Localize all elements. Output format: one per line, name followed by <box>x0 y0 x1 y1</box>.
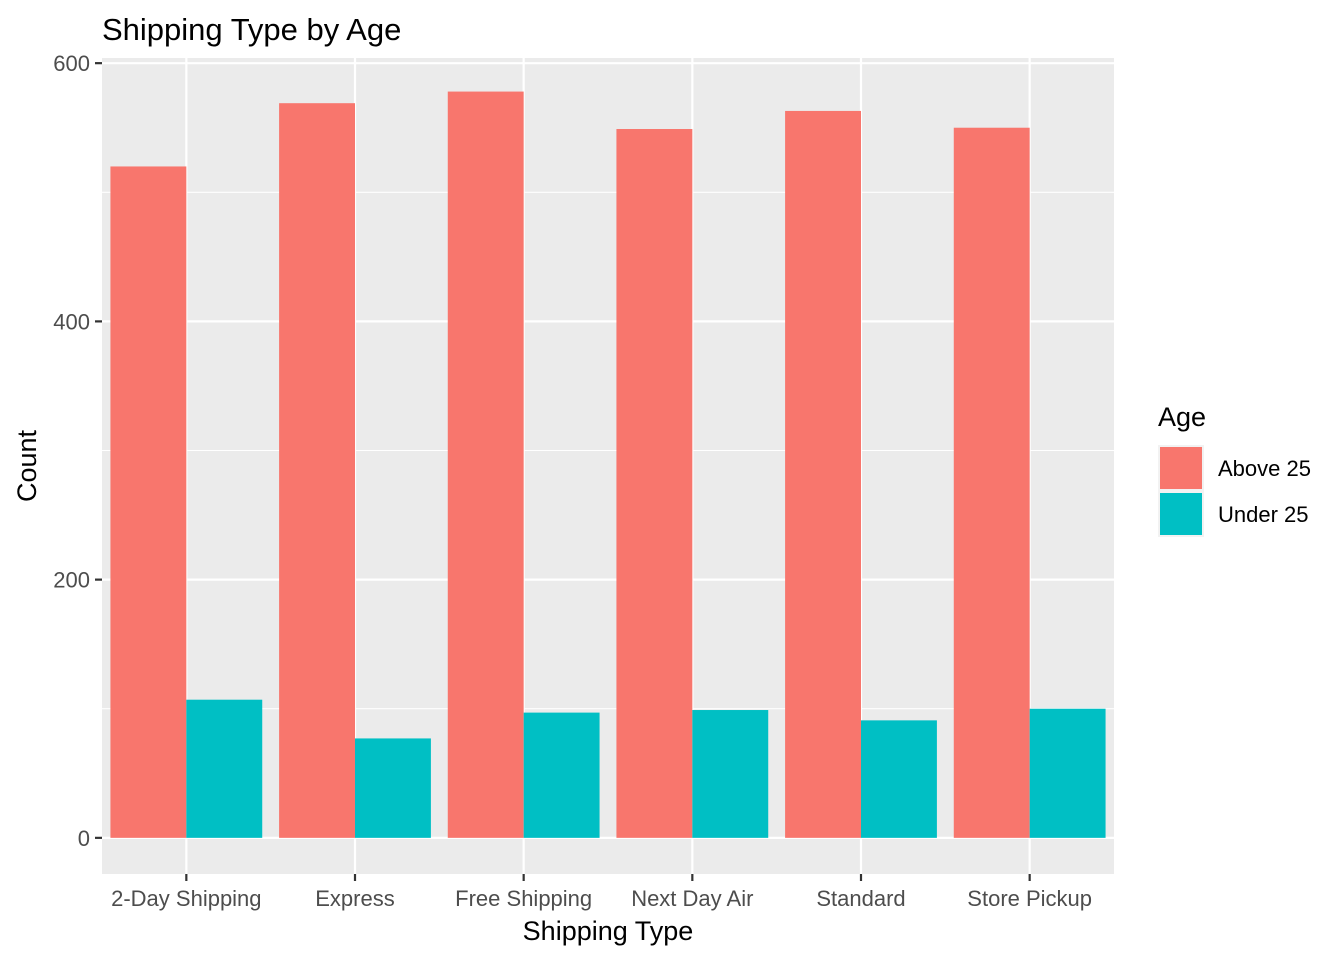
plot-panel <box>102 58 1114 874</box>
x-tick-label: 2-Day Shipping <box>111 886 261 911</box>
bar <box>1029 708 1106 838</box>
bar <box>447 91 524 838</box>
bar <box>523 712 600 838</box>
y-tick-label: 400 <box>53 309 90 334</box>
legend-key <box>1160 447 1202 489</box>
bar <box>616 129 693 838</box>
legend-key <box>1160 493 1202 535</box>
bar <box>186 699 263 838</box>
y-axis-title: Count <box>12 429 42 502</box>
bars <box>110 91 1106 838</box>
x-axis: 2-Day Shipping Express Free Shipping Next D… <box>111 874 1092 911</box>
legend: Age Above 25 Under 25 <box>1158 402 1311 537</box>
x-tick-label: Free Shipping <box>455 886 592 911</box>
legend-title: Age <box>1158 402 1206 432</box>
minor-gridlines <box>102 191 1114 710</box>
legend-label: Under 25 <box>1218 502 1309 527</box>
bar <box>861 720 937 838</box>
bar <box>279 103 355 838</box>
legend-label: Above 25 <box>1218 456 1311 481</box>
x-axis-title: Shipping Type <box>523 916 694 946</box>
y-tick-label: 600 <box>53 51 90 76</box>
bar <box>355 738 431 838</box>
y-axis: 0 200 400 600 <box>53 51 102 851</box>
x-tick-label: Store Pickup <box>967 886 1092 911</box>
y-tick-label: 0 <box>78 826 90 851</box>
bar <box>785 110 861 838</box>
x-tick-label: Next Day Air <box>631 886 753 911</box>
bar <box>692 710 769 838</box>
x-tick-label: Standard <box>816 886 905 911</box>
bar <box>110 166 187 838</box>
y-tick-label: 200 <box>53 568 90 593</box>
bar <box>953 127 1030 838</box>
chart-title: Shipping Type by Age <box>102 12 401 47</box>
x-tick-label: Express <box>315 886 394 911</box>
